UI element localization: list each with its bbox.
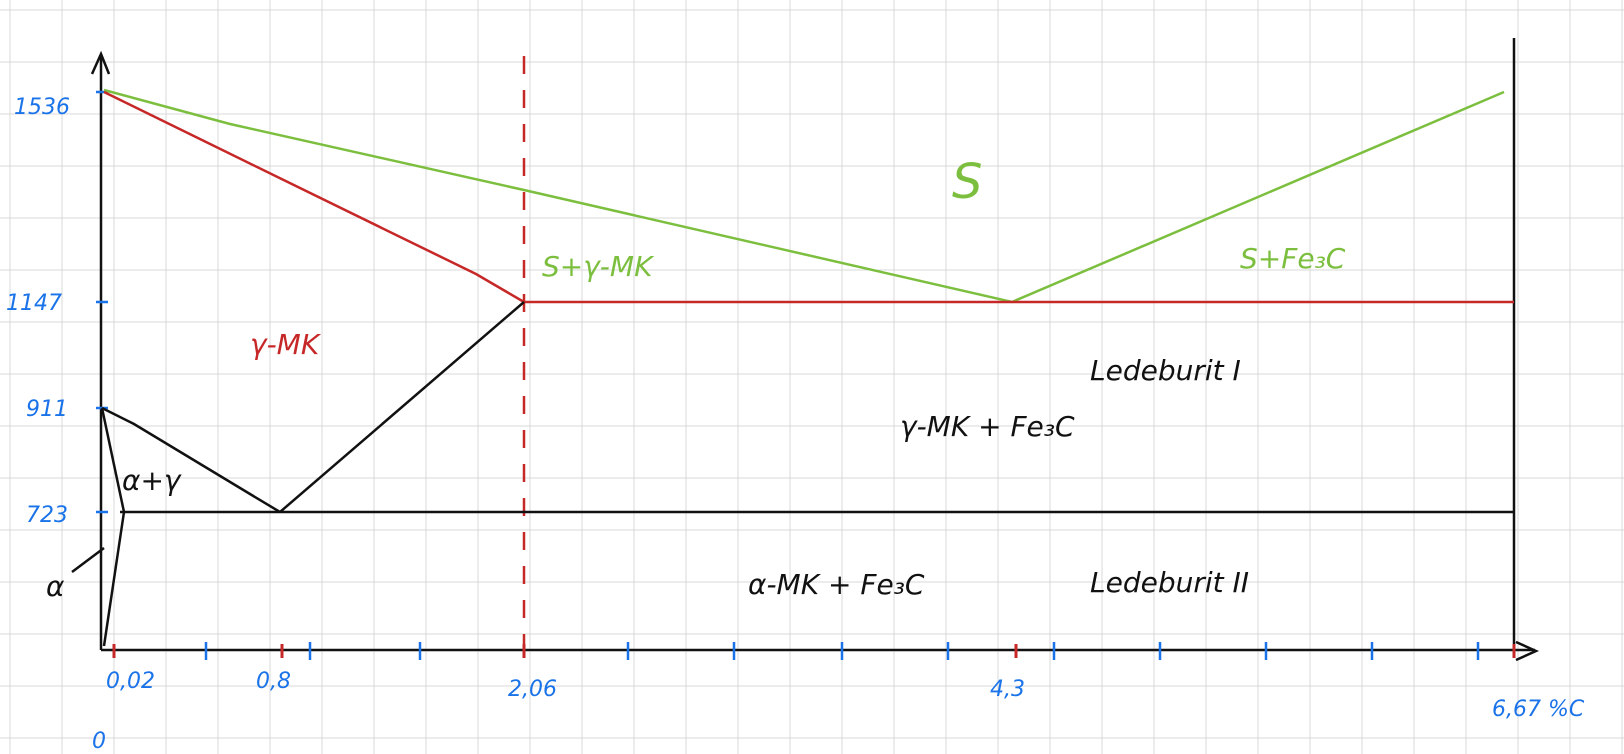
x-axis-ticks — [112, 642, 1516, 660]
x-axis-arrow-icon — [1515, 640, 1540, 662]
alpha-gamma-label: α+γ — [122, 464, 182, 497]
solidus-line — [103, 90, 525, 304]
y-axis-labels: 1536 1147 911 723 — [6, 95, 70, 528]
solid-phase-boundaries — [71, 301, 1514, 647]
ledeburit-2-label: Ledeburit II — [1090, 566, 1249, 599]
acm-line — [279, 301, 525, 513]
y-label-723: 723 — [26, 503, 68, 528]
y-label-911: 911 — [26, 397, 68, 422]
x-label-0-8: 0,8 — [256, 669, 291, 694]
alpha-label: α — [46, 570, 65, 603]
gamma-label: γ-MK — [250, 328, 322, 361]
x-label-2-06: 2,06 — [508, 677, 557, 702]
x-label-0: 0 — [92, 729, 106, 754]
x-label-0-02: 0,02 — [106, 669, 155, 694]
alpha-pointer-line — [71, 547, 105, 573]
alpha-solubility-line — [102, 511, 126, 647]
y-axis-arrow-icon — [90, 50, 111, 75]
y-label-1536: 1536 — [14, 95, 70, 120]
region-labels: S S+γ-MK S+Fe₃C γ-MK Ledeburit I γ-MK + … — [46, 154, 1346, 603]
x-label-6-67: 6,67 %C — [1492, 697, 1585, 722]
alpha-gamma-left-boundary — [100, 407, 126, 513]
a3-line — [101, 406, 281, 514]
axes — [90, 38, 1540, 662]
gamma-fe3c-label: γ-MK + Fe₃C — [900, 410, 1075, 443]
y-label-1147: 1147 — [6, 291, 62, 316]
x-label-4-3: 4,3 — [990, 677, 1025, 702]
liquidus-line — [103, 88, 1505, 304]
liquid-label: S — [952, 154, 982, 210]
liquid-fe3c-label: S+Fe₃C — [1240, 242, 1346, 275]
alpha-fe3c-label: α-MK + Fe₃C — [748, 568, 925, 601]
ledeburit-1-label: Ledeburit I — [1090, 354, 1241, 387]
x-axis-labels: 0,02 0,8 2,06 4,3 6,67 %C 0 — [92, 669, 1585, 754]
liquid-gamma-label: S+γ-MK — [542, 250, 655, 283]
